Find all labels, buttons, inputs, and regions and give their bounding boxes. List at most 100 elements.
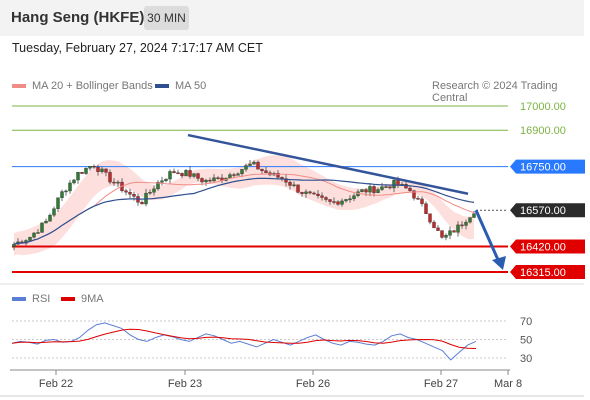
level-tag-16315.00 <box>510 265 585 279</box>
level-label-17000.00: 17000.00 <box>520 101 566 113</box>
candle-body <box>184 170 188 177</box>
candle-body <box>180 173 184 177</box>
candle-body <box>196 173 200 179</box>
candle-body <box>56 197 60 209</box>
candle-body <box>432 221 436 229</box>
candle-body <box>312 192 316 195</box>
forecast-arrow-head <box>492 256 506 270</box>
candle-body <box>412 190 416 199</box>
candle-body <box>128 191 132 195</box>
candle-body <box>212 177 216 182</box>
candle-body <box>244 165 248 170</box>
candle-body <box>80 172 84 174</box>
candle-body <box>228 174 232 179</box>
candle-body <box>52 208 56 216</box>
candle-body <box>464 221 468 226</box>
candle-body <box>192 173 196 177</box>
candle-body <box>456 224 460 233</box>
candle-body <box>328 199 332 202</box>
candle-body <box>320 195 324 198</box>
level-label-16570.00: 16570.00 <box>520 205 566 217</box>
candle-body <box>92 166 96 168</box>
candle-body <box>308 191 312 194</box>
candle-body <box>232 174 236 176</box>
candle-body <box>172 171 176 173</box>
candle-body <box>436 227 440 231</box>
ma50-swatch <box>155 84 169 89</box>
candle-body <box>200 178 204 183</box>
candle-body <box>152 188 156 193</box>
candle-body <box>124 190 128 193</box>
candle-body <box>100 168 104 172</box>
candle-body <box>292 184 296 187</box>
rsi-level-label: 70 <box>520 316 532 328</box>
candle-body <box>208 179 212 182</box>
candle-body <box>296 184 300 193</box>
candle-body <box>344 199 348 202</box>
candle-body <box>236 173 240 176</box>
candle-body <box>248 163 252 166</box>
candlesticks <box>12 160 476 251</box>
candle-body <box>36 232 40 234</box>
candle-body <box>448 230 452 236</box>
candle-body <box>460 224 464 227</box>
candle-body <box>60 191 64 198</box>
moving-averages <box>13 173 475 245</box>
candle-body <box>324 197 328 200</box>
candle-body <box>440 230 444 238</box>
candle-body <box>132 194 136 197</box>
candle-body <box>40 222 44 233</box>
candle-body <box>316 193 320 196</box>
candle-body <box>164 178 168 181</box>
candle-body <box>72 179 76 184</box>
level-label-16750.00: 16750.00 <box>520 162 566 174</box>
candle-body <box>332 201 336 203</box>
candle-body <box>88 166 92 169</box>
bollinger-band-fill <box>14 155 474 256</box>
candle-body <box>384 186 388 188</box>
candle-body <box>352 195 356 200</box>
x-tick-label: Feb 22 <box>39 378 73 390</box>
level-label-16420.00: 16420.00 <box>520 242 566 254</box>
x-axis: Feb 22 Feb 23 Feb 26 Feb 27 Mar 8 <box>0 283 584 397</box>
level-tag-16750.00 <box>510 159 585 174</box>
candle-body <box>348 198 352 201</box>
candle-body <box>76 172 80 181</box>
candle-body <box>252 161 256 165</box>
level-tag-16420.00 <box>510 239 585 254</box>
ma9-label: 9MA <box>81 293 104 305</box>
candle-body <box>300 192 304 194</box>
candle-body <box>68 182 72 192</box>
rsi-label: RSI <box>32 293 51 305</box>
interval-button[interactable]: 30 MIN <box>144 6 189 30</box>
candle-body <box>44 220 48 224</box>
x-tick-label: Feb 23 <box>168 378 202 390</box>
candle-body <box>96 166 100 172</box>
candle-body <box>376 189 380 193</box>
rsi-panel: 70 50 30 <box>11 316 532 365</box>
candle-body <box>392 179 396 189</box>
candle-body <box>84 167 88 174</box>
candle-body <box>364 189 368 193</box>
chart-header: Hang Seng (HKFE) 30 MIN <box>0 0 584 36</box>
candle-body <box>472 213 476 218</box>
candle-body <box>12 244 16 247</box>
candle-body <box>204 179 208 183</box>
candle-body <box>28 236 32 241</box>
source-credit: Research © 2024 Trading Central <box>432 80 558 104</box>
candle-body <box>264 170 268 173</box>
candle-body <box>240 169 244 175</box>
ma50-line <box>13 177 475 245</box>
candle-body <box>416 198 420 200</box>
candle-body <box>360 189 364 192</box>
candle-body <box>408 187 412 191</box>
x-tick-label: Feb 27 <box>424 378 458 390</box>
candle-body <box>116 181 120 184</box>
rsi-level-label: 30 <box>520 353 532 365</box>
level-label-16315.00: 16315.00 <box>520 267 566 279</box>
trendline-and-arrow <box>187 133 506 270</box>
legend-ma20: MA 20 + Bollinger Bands <box>12 80 153 92</box>
candle-body <box>304 191 308 194</box>
rsi-line <box>11 322 477 361</box>
